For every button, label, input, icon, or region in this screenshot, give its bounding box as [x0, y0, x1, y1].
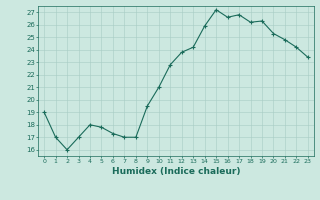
X-axis label: Humidex (Indice chaleur): Humidex (Indice chaleur): [112, 167, 240, 176]
